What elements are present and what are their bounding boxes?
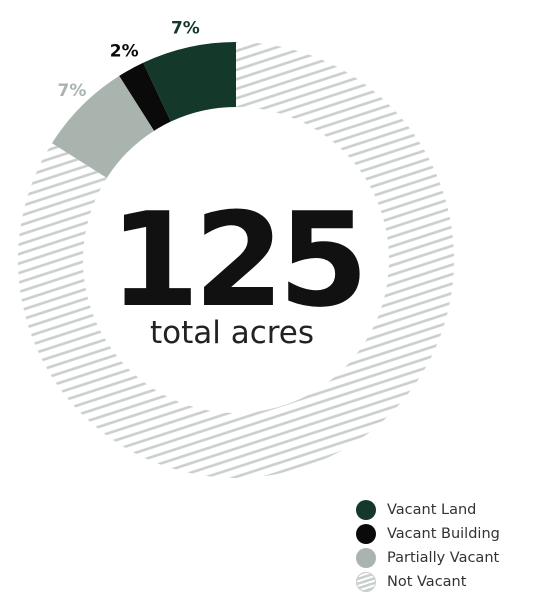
legend: Vacant Land Vacant Building Partially Va… — [356, 498, 552, 594]
legend-item-vacant-land: Vacant Land — [356, 498, 552, 522]
legend-label-vacant-building: Vacant Building — [387, 526, 500, 542]
legend-label-partially-vacant: Partially Vacant — [387, 550, 500, 566]
slice-not-vacant — [18, 42, 455, 478]
legend-swatch-partially-vacant — [356, 548, 376, 568]
slice-label-partially-vacant: 7% — [58, 81, 87, 101]
legend-swatch-vacant-land — [356, 500, 376, 520]
total-value: 125 — [109, 184, 362, 336]
legend-item-vacant-building: Vacant Building — [356, 522, 552, 546]
slice-vacant-building — [119, 62, 171, 131]
legend-label-vacant-land: Vacant Land — [387, 502, 477, 518]
legend-swatch-not-vacant — [356, 572, 376, 592]
slice-vacant-land — [143, 42, 236, 122]
donut-slices — [18, 42, 455, 478]
legend-item-partially-vacant: Partially Vacant — [356, 546, 552, 570]
slice-partially-vacant — [51, 75, 155, 179]
legend-label-not-vacant: Not Vacant — [387, 574, 467, 590]
total-caption: total acres — [150, 315, 314, 351]
slice-label-vacant-building: 2% — [110, 42, 139, 62]
legend-swatch-vacant-building — [356, 524, 376, 544]
slice-label-vacant-land: 7% — [171, 19, 200, 39]
legend-item-not-vacant: Not Vacant — [356, 570, 552, 594]
slice-labels: 7% 2% 7% — [58, 19, 200, 101]
